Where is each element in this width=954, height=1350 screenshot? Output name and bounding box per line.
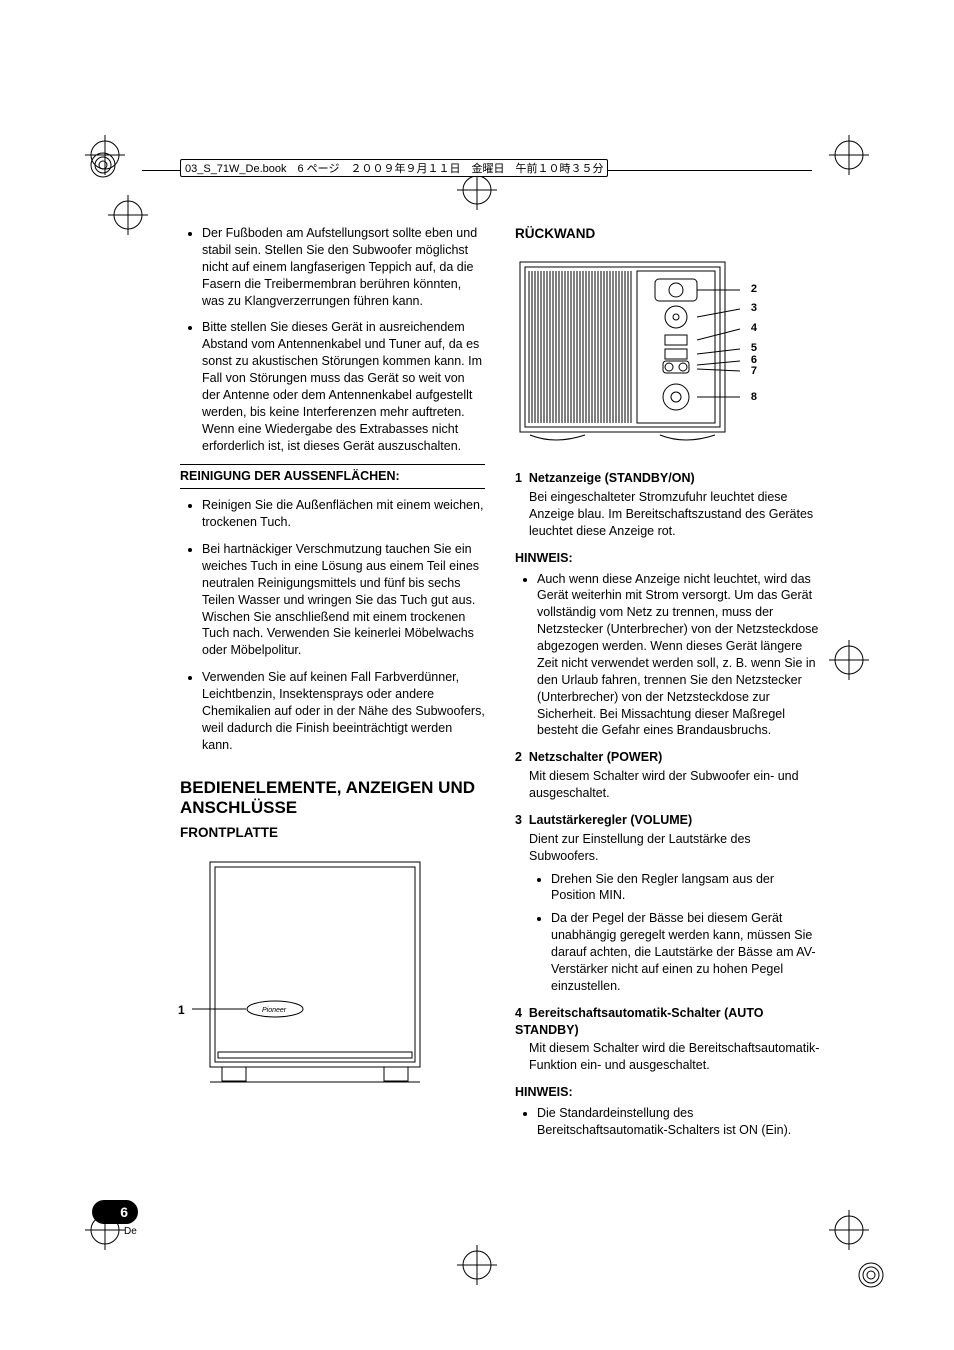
item-1-body: Bei eingeschalteter Stromzufuhr leuchtet… <box>529 489 820 540</box>
intro-bullet: Der Fußboden am Aufstellungsort sollte e… <box>202 225 485 309</box>
crop-mark-top-right <box>829 135 869 175</box>
item-3-body: Dient zur Einstellung der Lautstärke des… <box>529 831 820 865</box>
item-1-title: Netzanzeige (STANDBY/ON) <box>529 471 695 485</box>
item-3-title: Lautstärkeregler (VOLUME) <box>529 813 692 827</box>
rosette-bottom-right <box>856 1260 886 1290</box>
cleaning-bullet: Verwenden Sie auf keinen Fall Farbverdün… <box>202 669 485 753</box>
item-3-sub: Drehen Sie den Regler langsam aus der Po… <box>551 871 820 905</box>
hinweis-1-label: HINWEIS: <box>515 550 820 567</box>
item-2-num: 2 <box>515 750 522 764</box>
rear-panel-diagram: 2 3 4 5 6 7 8 <box>515 257 805 452</box>
item-2-title: Netzschalter (POWER) <box>529 750 662 764</box>
item-4-num: 4 <box>515 1006 522 1020</box>
hinweis-2-list: Die Standardeinstellung des Bereitschaft… <box>515 1105 820 1139</box>
cleaning-bullet-list: Reinigen Sie die Außenflächen mit einem … <box>180 497 485 753</box>
right-column: RÜCKWAND <box>515 225 820 1149</box>
hinweis-2-bullet: Die Standardeinstellung des Bereitschaft… <box>537 1105 820 1139</box>
item-2: 2 Netzschalter (POWER) Mit diesem Schalt… <box>515 749 820 802</box>
item-3-sub: Da der Pegel der Bässe bei diesem Gerät … <box>551 910 820 994</box>
item-3-num: 3 <box>515 813 522 827</box>
rear-callout-3: 3 <box>751 301 757 316</box>
item-3: 3 Lautstärkeregler (VOLUME) Dient zur Ei… <box>515 812 820 995</box>
cleaning-heading: REINIGUNG DER AUSSENFLÄCHEN: <box>180 464 485 489</box>
item-4: 4 Bereitschaftsautomatik-Schalter (AUTO … <box>515 1005 820 1075</box>
page-number: 6 <box>120 1204 128 1220</box>
item-1: 1 Netzanzeige (STANDBY/ON) Bei eingescha… <box>515 470 820 540</box>
intro-bullet: Bitte stellen Sie dieses Gerät in ausrei… <box>202 319 485 454</box>
intro-bullet-list: Der Fußboden am Aufstellungsort sollte e… <box>180 225 485 454</box>
rosette-top-left <box>88 150 118 180</box>
front-panel-diagram: 1 Pioneer <box>180 857 445 1092</box>
item-3-sub-list: Drehen Sie den Regler langsam aus der Po… <box>529 871 820 995</box>
rear-callout-2: 2 <box>751 282 757 297</box>
page-content: Der Fußboden am Aufstellungsort sollte e… <box>180 225 820 1149</box>
rear-callout-7: 7 <box>751 364 757 379</box>
item-1-num: 1 <box>515 471 522 485</box>
crop-mark-bottom-right <box>829 1210 869 1250</box>
cleaning-bullet: Bei hartnäckiger Verschmutzung tauchen S… <box>202 541 485 659</box>
front-callout-1: 1 <box>178 1002 185 1018</box>
rear-subsection-title: RÜCKWAND <box>515 225 820 243</box>
cleaning-bullet: Reinigen Sie die Außenflächen mit einem … <box>202 497 485 531</box>
hinweis-2-label: HINWEIS: <box>515 1084 820 1101</box>
hinweis-1-bullet: Auch wenn diese Anzeige nicht leuchtet, … <box>537 571 820 740</box>
left-column: Der Fußboden am Aufstellungsort sollte e… <box>180 225 485 1149</box>
page-lang: De <box>124 1226 154 1237</box>
page-number-badge: 6 De <box>92 1200 154 1238</box>
section-title: BEDIENELEMENTE, ANZEIGEN UND ANSCHLÜSSE <box>180 778 485 819</box>
crop-mark-left-center <box>108 195 148 235</box>
hinweis-1-list: Auch wenn diese Anzeige nicht leuchtet, … <box>515 571 820 740</box>
front-subsection-title: FRONTPLATTE <box>180 824 485 842</box>
crop-mark-bottom-center <box>457 1245 497 1285</box>
item-2-body: Mit diesem Schalter wird der Subwoofer e… <box>529 768 820 802</box>
rear-callout-4: 4 <box>751 321 757 336</box>
rear-callout-8: 8 <box>751 390 757 405</box>
header-filename: 03_S_71W_De.book 6 ページ ２００９年９月１１日 金曜日 午前… <box>180 159 608 177</box>
crop-mark-right-center <box>829 640 869 680</box>
item-4-body: Mit diesem Schalter wird die Bereitschaf… <box>529 1040 820 1074</box>
svg-text:Pioneer: Pioneer <box>262 1007 287 1014</box>
item-4-title: Bereitschaftsautomatik-Schalter (AUTO ST… <box>515 1006 763 1037</box>
